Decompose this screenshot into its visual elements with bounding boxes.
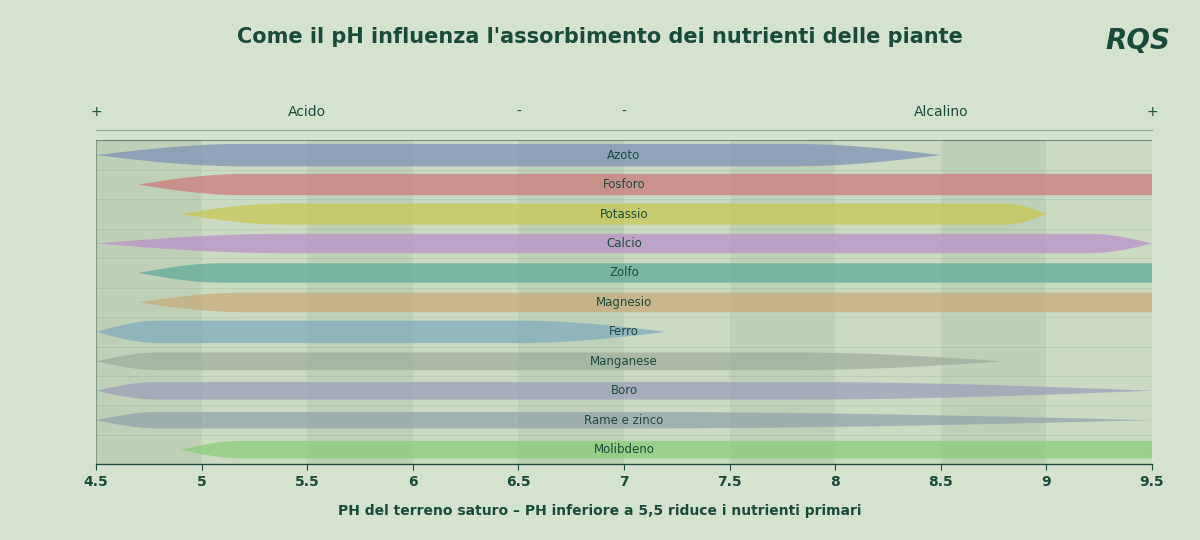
Text: -: - [516,105,521,119]
Bar [730,140,835,464]
Text: Molibdeno: Molibdeno [594,443,654,456]
Bar [413,140,518,464]
Bar [1046,140,1152,464]
Text: Manganese: Manganese [590,355,658,368]
Bar [518,140,624,464]
Polygon shape [180,441,1152,458]
Polygon shape [138,174,1152,195]
Text: RQS: RQS [1105,27,1170,55]
Polygon shape [138,263,1152,282]
Text: -: - [622,105,626,119]
Text: PH del terreno saturo – PH inferiore a 5,5 riduce i nutrienti primari: PH del terreno saturo – PH inferiore a 5… [338,504,862,518]
Text: +: + [1146,105,1158,119]
Polygon shape [180,204,1046,225]
Text: Zolfo: Zolfo [610,266,638,279]
Polygon shape [138,293,1152,312]
Text: +: + [90,105,102,119]
Bar [307,140,413,464]
Text: Acido: Acido [288,105,326,119]
Bar [202,140,307,464]
Text: Boro: Boro [611,384,637,397]
Bar [624,140,730,464]
Text: Rame e zinco: Rame e zinco [584,414,664,427]
Text: Potassio: Potassio [600,207,648,220]
Polygon shape [96,382,1152,400]
Polygon shape [96,234,1152,253]
Text: Azoto: Azoto [607,148,641,161]
Polygon shape [96,353,1004,370]
Text: Ferro: Ferro [610,326,638,339]
Polygon shape [96,321,666,343]
Bar [96,140,202,464]
Polygon shape [96,412,1152,428]
Polygon shape [96,144,941,166]
Text: Alcalino: Alcalino [913,105,968,119]
Text: Come il pH influenza l'assorbimento dei nutrienti delle piante: Come il pH influenza l'assorbimento dei … [238,27,962,47]
Text: Calcio: Calcio [606,237,642,250]
Text: Magnesio: Magnesio [596,296,652,309]
Text: Fosforo: Fosforo [602,178,646,191]
Bar [941,140,1046,464]
Bar [835,140,941,464]
